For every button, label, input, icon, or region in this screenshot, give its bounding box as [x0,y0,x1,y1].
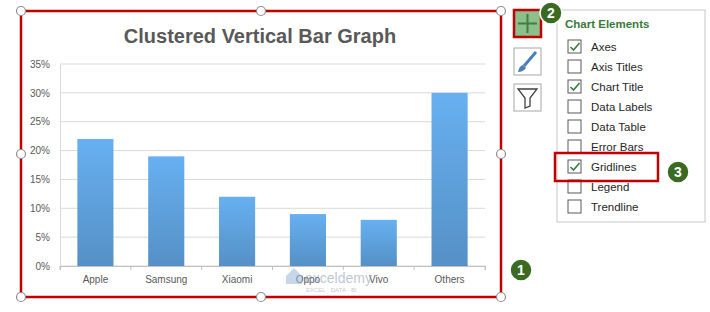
tick-label: 0% [36,261,51,272]
watermark-logo [286,268,302,284]
tick: Vivo [369,266,389,285]
handle[interactable] [257,7,266,16]
bar [148,156,184,266]
tick-label: Others [435,274,465,285]
tick: 25% [30,116,60,127]
tick-label: 35% [30,59,50,70]
bar [290,214,326,266]
tick: 30% [30,88,60,99]
handle[interactable] [497,7,506,16]
tick-label: 10% [30,203,50,214]
handle[interactable] [497,293,506,302]
screenshot: Clustered Vertical Bar Graph0%5%10%15%20… [0,0,710,312]
tick: Others [435,266,465,285]
panel-item-label: Data Labels [591,101,653,113]
separator [272,266,273,270]
tick: 15% [30,174,60,185]
y-axis: 0% 5% 10% 15% 20% 25% 30% 35% [30,59,61,272]
watermark: exceldemyEXCEL · DATA · BI [286,268,372,293]
tick-label: 25% [30,116,50,127]
watermark-name: exceldemy [305,270,372,286]
tick-label: 15% [30,174,50,185]
handle[interactable] [257,293,266,302]
panel-item-label: Gridlines [591,161,637,173]
callout: 1 [510,259,532,281]
bars [77,93,467,266]
separator [201,266,202,270]
bar [361,220,397,266]
handle[interactable] [17,293,26,302]
gridline [60,121,485,122]
gridline [60,64,485,65]
handle[interactable] [17,150,26,159]
chart-elements-button[interactable] [514,10,541,37]
tick: 35% [30,59,60,70]
tick-label: Samsung [145,274,187,285]
separator [130,266,131,270]
tick: 10% [30,203,60,214]
callout: 3 [667,161,689,183]
bar [77,139,113,266]
tick-label: 5% [36,232,51,243]
highlight-box [555,153,658,181]
axis-line [60,65,61,267]
tick-label: 20% [30,145,50,156]
gridline [60,150,485,151]
tick-label: Xiaomi [222,274,253,285]
panel-item[interactable]: Data Table [568,120,646,133]
callout-number: 2 [547,5,555,21]
axis-line [61,267,486,271]
panel-item-label: Axis Titles [591,61,643,73]
bar [219,197,255,266]
gridline [60,208,485,209]
panel-item[interactable]: Data Labels [568,100,653,113]
panel-item-label: Data Table [591,121,646,133]
panel-item[interactable]: Axis Titles [568,60,643,73]
panel-item[interactable]: Chart Title [568,80,643,93]
tick: 0% [36,261,60,272]
separator [60,266,61,270]
tick: Apple [83,266,109,285]
panel-item-label: Error Bars [591,141,644,153]
panel-item-label: Trendline [591,201,639,213]
gridline [60,92,485,93]
gridline [60,237,485,238]
tick: Samsung [145,266,187,285]
panel-item[interactable]: Trendline [568,200,639,213]
separator [414,266,415,270]
category-separators [60,266,485,270]
gridline [60,179,485,180]
tick: Xiaomi [222,266,253,285]
chart-elements-panel: Chart Elements Axes Axis Titles Chart Title… [557,10,705,222]
bar [432,93,468,266]
handle[interactable] [17,7,26,16]
gridlines [60,64,485,266]
panel-item[interactable]: Axes [568,40,617,53]
chart-styles-button[interactable] [514,48,541,75]
handle[interactable] [497,150,506,159]
panel-title: Chart Elements [565,18,649,30]
callout-number: 3 [674,164,682,180]
tick-label: Apple [83,274,109,285]
panel-item-label: Legend [591,181,629,193]
chart-filters-button[interactable] [514,84,541,111]
watermark-tagline: EXCEL · DATA · BI [306,287,357,293]
separator [485,266,486,270]
tick: 5% [36,232,60,243]
tick-label: 30% [30,88,50,99]
callout: 2 [540,2,562,24]
callout-number: 1 [517,262,525,278]
panel-item-label: Axes [591,41,617,53]
tick: 20% [30,145,60,156]
selection-handles [17,7,506,302]
tick-label: Vivo [369,274,389,285]
x-axis: AppleSamsungXiaomiOppoVivoOthers [61,266,486,285]
chart-area[interactable] [21,11,501,297]
panel-item-label: Chart Title [591,81,643,93]
panel-item[interactable]: Gridlines [568,160,637,173]
panel-item[interactable]: Error Bars [568,140,644,153]
chart-title: Clustered Vertical Bar Graph [124,25,396,47]
